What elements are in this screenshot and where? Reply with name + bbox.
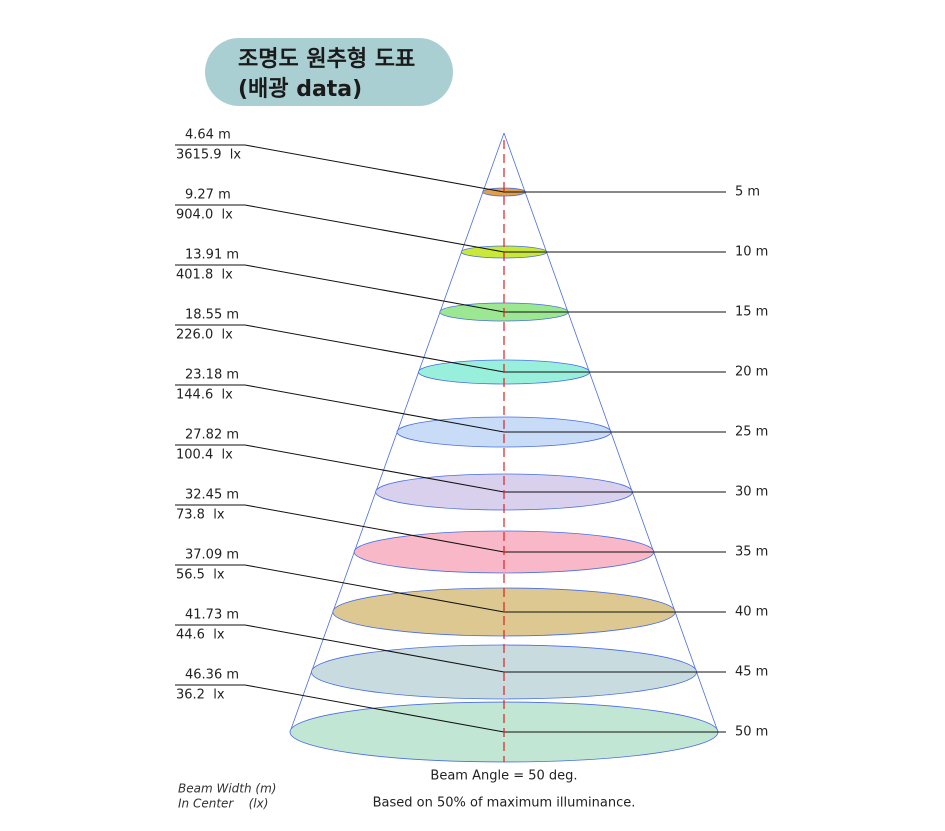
illuminance-label: 56.5 lx [176, 568, 225, 583]
distance-label: 45 m [735, 665, 768, 680]
distance-label: 5 m [735, 185, 760, 200]
width-label: 27.82 m [185, 428, 239, 443]
width-leader [175, 444, 505, 493]
distance-label: 35 m [735, 545, 768, 560]
distance-label: 40 m [735, 605, 768, 620]
illuminance-label: 36.2 lx [176, 688, 225, 703]
width-leader [175, 384, 505, 433]
illuminance-label: 3615.9 lx [176, 148, 241, 163]
width-label: 13.91 m [185, 248, 239, 263]
legend-center: In Center (lx) [178, 797, 268, 811]
width-leader [175, 324, 505, 373]
width-label: 37.09 m [185, 548, 239, 563]
illuminance-label: 904.0 lx [176, 208, 233, 223]
width-leader [175, 504, 505, 553]
distance-label: 10 m [735, 245, 768, 260]
distance-label: 30 m [735, 485, 768, 500]
width-label: 23.18 m [185, 368, 239, 383]
distance-label: 15 m [735, 305, 768, 320]
illuminance-label: 73.8 lx [176, 508, 225, 523]
width-leader [175, 144, 505, 193]
illuminance-label: 226.0 lx [176, 328, 233, 343]
width-label: 46.36 m [185, 668, 239, 683]
width-label: 4.64 m [185, 128, 231, 143]
basis-note: Based on 50% of maximum illuminance. [373, 796, 636, 811]
width-leader [175, 264, 505, 313]
title-line2: (배광 data) [238, 77, 362, 102]
width-label: 18.55 m [185, 308, 239, 323]
title-line1: 조명도 원추형 도표 [238, 47, 415, 72]
distance-label: 25 m [735, 425, 768, 440]
width-leader [175, 684, 505, 733]
distance-label: 50 m [735, 725, 768, 740]
width-leader [175, 204, 505, 253]
distance-label: 20 m [735, 365, 768, 380]
beam-angle: Beam Angle = 50 deg. [430, 769, 577, 784]
width-label: 9.27 m [185, 188, 231, 203]
illuminance-label: 44.6 lx [176, 628, 225, 643]
illuminance-label: 144.6 lx [176, 388, 233, 403]
illuminance-label: 100.4 lx [176, 448, 233, 463]
illuminance-label: 401.8 lx [176, 268, 233, 283]
title-badge [205, 38, 453, 106]
width-label: 41.73 m [185, 608, 239, 623]
width-leader [175, 564, 505, 613]
legend-width: Beam Width (m) [178, 782, 276, 796]
width-leader [175, 624, 505, 673]
width-label: 32.45 m [185, 488, 239, 503]
